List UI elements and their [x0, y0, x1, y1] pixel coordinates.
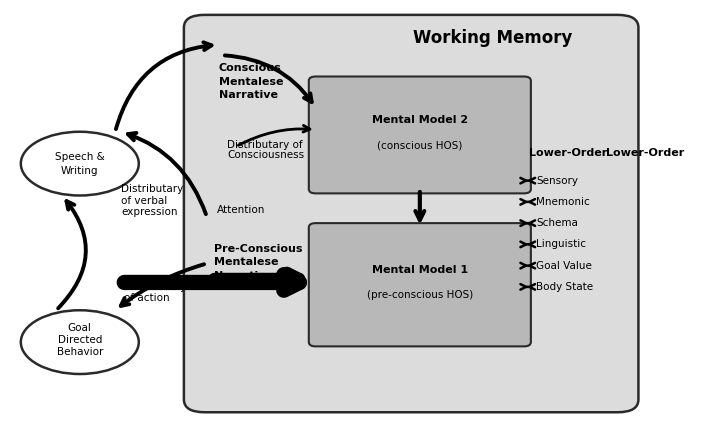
Text: Speech &: Speech & [55, 152, 105, 162]
Text: Sensory: Sensory [536, 176, 579, 186]
Text: (pre-conscious HOS): (pre-conscious HOS) [367, 290, 473, 300]
Ellipse shape [21, 310, 138, 374]
Text: Body State: Body State [536, 282, 593, 292]
Text: Mentalese: Mentalese [219, 76, 283, 87]
Text: Goal: Goal [68, 323, 91, 333]
Text: Distributary: Distributary [122, 184, 183, 194]
Text: Lower-Order: Lower-Order [606, 148, 684, 158]
Text: Writing: Writing [61, 166, 98, 176]
Text: Directed: Directed [58, 335, 102, 345]
Text: Working Memory: Working Memory [413, 29, 572, 47]
Text: Mnemonic: Mnemonic [536, 197, 590, 207]
Text: of verbal: of verbal [122, 196, 168, 206]
Text: Consciousness: Consciousness [227, 150, 304, 160]
FancyBboxPatch shape [309, 223, 531, 346]
Text: Mental Model 1: Mental Model 1 [372, 265, 468, 275]
Text: of action: of action [124, 293, 169, 303]
Text: Schema: Schema [536, 218, 579, 228]
Text: (conscious HOS): (conscious HOS) [377, 141, 463, 150]
FancyBboxPatch shape [309, 76, 531, 193]
Text: Narrative: Narrative [219, 90, 278, 100]
Text: Conscious: Conscious [219, 63, 281, 73]
Text: Mental Model 2: Mental Model 2 [372, 115, 468, 125]
Text: Distributary: Distributary [124, 282, 186, 292]
Text: Distributary of: Distributary of [227, 139, 302, 150]
Text: Attention: Attention [217, 205, 265, 215]
Ellipse shape [21, 132, 138, 196]
Text: Goal Value: Goal Value [536, 261, 593, 271]
Text: Narrative: Narrative [214, 271, 273, 281]
Text: expression: expression [122, 207, 178, 217]
Text: Pre-Conscious: Pre-Conscious [214, 244, 302, 254]
Text: Mentalese: Mentalese [214, 257, 278, 267]
Text: Lower-Order: Lower-Order [529, 148, 607, 158]
Text: Behavior: Behavior [57, 347, 103, 357]
Text: Linguistic: Linguistic [536, 239, 586, 249]
FancyBboxPatch shape [184, 15, 638, 412]
